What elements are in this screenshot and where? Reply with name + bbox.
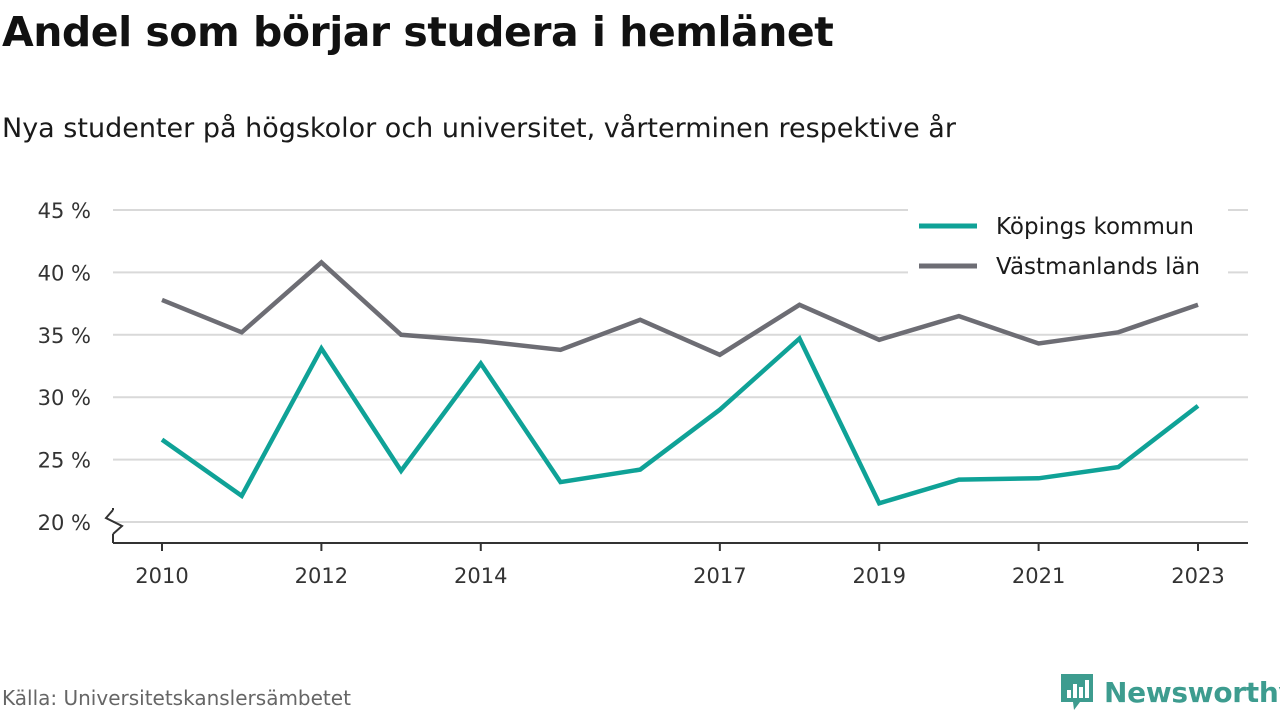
y-tick-label: 45 %	[38, 199, 91, 223]
brand-logo: Newsworthy	[1058, 670, 1280, 714]
y-tick-label: 30 %	[38, 386, 91, 410]
newsworthy-logo-icon	[1061, 674, 1093, 710]
legend-label: Köpings kommun	[996, 214, 1194, 240]
series-line-kopings-kommun	[160, 334, 1200, 507]
legend-background	[908, 207, 1228, 283]
x-tick-label: 2019	[853, 564, 906, 588]
x-tick-label: 2014	[454, 564, 507, 588]
y-tick-label: 25 %	[38, 449, 91, 473]
x-tick-label: 2023	[1171, 564, 1224, 588]
source-note: Källa: Universitetskanslersämbetet	[2, 686, 351, 710]
legend-label: Västmanlands län	[996, 254, 1200, 280]
y-tick-label: 35 %	[38, 324, 91, 348]
x-tick-label: 2017	[693, 564, 746, 588]
brand-name: Newsworthy	[1104, 675, 1280, 709]
data-series	[160, 259, 1200, 507]
x-tick-label: 2012	[295, 564, 348, 588]
x-tick-label: 2021	[1012, 564, 1065, 588]
chart-title: Andel som börjar studera i hemlänet	[2, 8, 834, 56]
series-line-vastmanlands-lan	[161, 259, 1199, 358]
legend: Köpings kommun Västmanlands län	[908, 207, 1228, 283]
y-tick-label: 20 %	[38, 511, 91, 535]
axis-break-icon	[104, 509, 124, 535]
axes: 20 % 25 % 30 % 35 % 40 % 45 % 2010 2012 2014 2017…	[38, 199, 1248, 588]
chart-subtitle: Nya studenter på högskolor och universit…	[2, 113, 956, 144]
y-tick-label: 40 %	[38, 261, 91, 285]
x-tick-label: 2010	[135, 564, 188, 588]
